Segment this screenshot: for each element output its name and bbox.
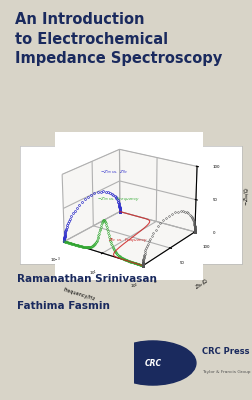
Text: Ramanathan Srinivasan: Ramanathan Srinivasan (17, 274, 157, 284)
Y-axis label: $Z_{Re}/\Omega$: $Z_{Re}/\Omega$ (194, 276, 211, 292)
Text: Fathima Fasmin: Fathima Fasmin (17, 301, 110, 311)
Text: CRC: CRC (144, 358, 161, 368)
Text: An Introduction
to Electrochemical
Impedance Spectroscopy: An Introduction to Electrochemical Imped… (15, 12, 222, 66)
Text: CRC Press: CRC Press (202, 347, 249, 356)
X-axis label: Frequency/Hz: Frequency/Hz (62, 287, 96, 302)
Circle shape (110, 341, 196, 385)
Text: Taylor & Francis Group: Taylor & Francis Group (202, 370, 250, 374)
